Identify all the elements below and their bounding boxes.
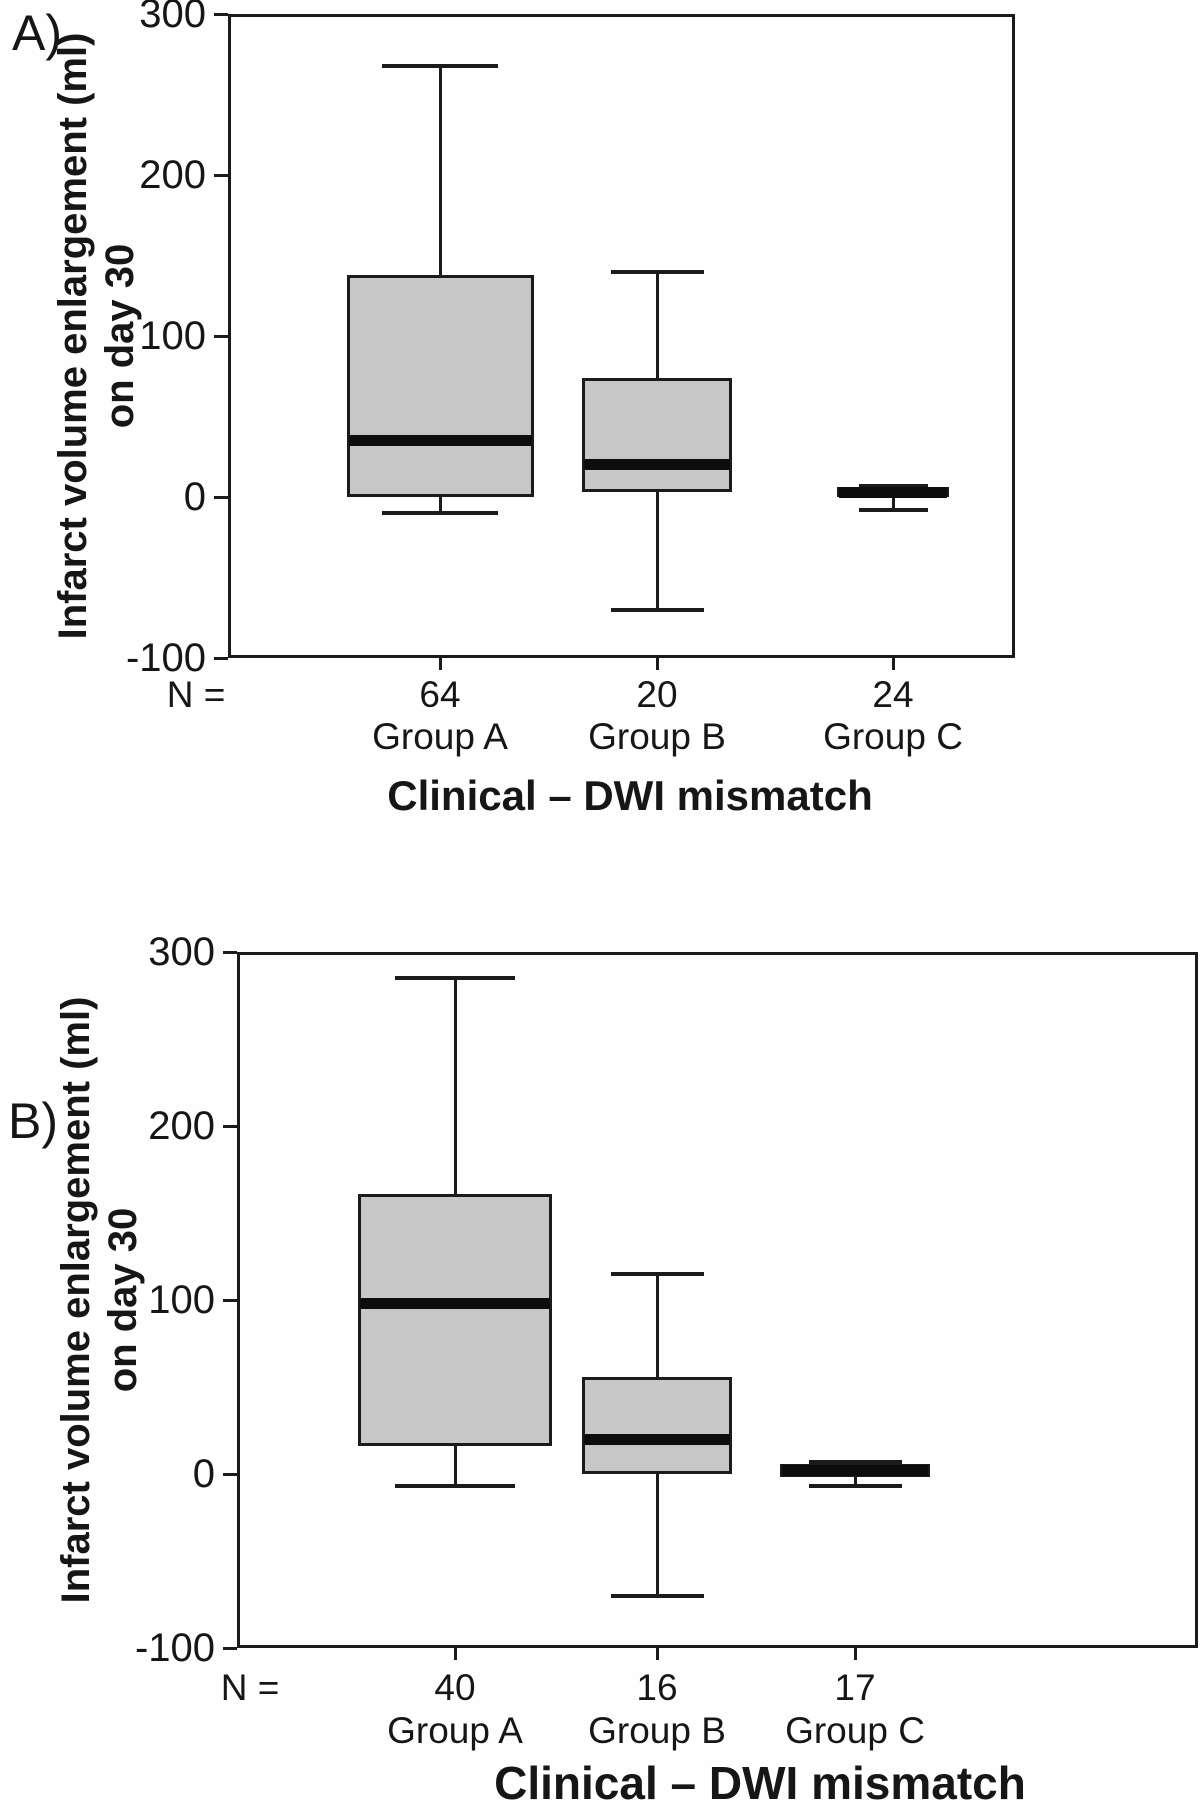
whisker-cap-lower (610, 607, 704, 612)
panel-a-x-axis-title: Clinical – DWI mismatch (387, 772, 873, 819)
whisker-stem-lower (655, 492, 659, 610)
y-tick-mark (214, 173, 228, 177)
whisker-stem-upper (438, 65, 442, 275)
y-tick-mark (223, 1298, 237, 1302)
y-tick-mark (223, 1646, 237, 1650)
panel-a-plot-area (228, 14, 1015, 658)
x-tick-mark (853, 1648, 857, 1660)
y-tick-mark (223, 1472, 237, 1476)
group-label: Group B (588, 1710, 726, 1751)
n-value: 20 (636, 674, 678, 715)
panel-a-n-prefix: N = (166, 674, 226, 715)
y-tick-mark (214, 495, 228, 499)
x-tick-mark (655, 1648, 659, 1660)
group-label: Group B (588, 716, 726, 757)
median-line (839, 486, 947, 498)
y-tick-label: -100 (125, 636, 206, 680)
n-value: 16 (636, 1667, 678, 1708)
y-tick-mark (214, 12, 228, 16)
box-iqr (582, 377, 732, 493)
y-tick-label: 100 (148, 1278, 215, 1322)
median-line (360, 1297, 550, 1309)
y-tick-mark (214, 656, 228, 660)
x-tick-mark (438, 658, 442, 670)
whisker-cap-lower (808, 1484, 902, 1489)
x-tick-mark (453, 1648, 457, 1660)
median-line (782, 1465, 928, 1477)
whisker-stem-lower (453, 1446, 457, 1487)
median-line (584, 1433, 730, 1445)
median-line (348, 435, 532, 447)
whisker-stem-lower (853, 1477, 857, 1487)
y-tick-mark (223, 1124, 237, 1128)
y-tick-mark (223, 950, 237, 954)
y-tick-label: 0 (192, 1452, 215, 1496)
y-tick-label: -100 (134, 1626, 215, 1670)
box-iqr (358, 1193, 552, 1447)
whisker-stem-upper (453, 978, 457, 1194)
whisker-stem-lower (655, 1474, 659, 1596)
panel-b-letter: B) (8, 1093, 58, 1149)
whisker-stem-upper (655, 271, 659, 378)
whisker-cap-upper (610, 1271, 704, 1276)
panel-a-letter: A) (12, 5, 62, 61)
whisker-stem-lower (438, 497, 442, 514)
group-label: Group C (823, 716, 963, 757)
whisker-cap-lower (610, 1593, 704, 1598)
group-label: Group A (372, 716, 508, 757)
whisker-cap-lower (382, 511, 498, 516)
whisker-stem-upper (655, 1273, 659, 1377)
x-tick-mark (655, 658, 659, 670)
whisker-cap-lower (395, 1484, 515, 1489)
whisker-cap-upper (808, 1459, 902, 1464)
whisker-cap-upper (382, 63, 498, 68)
whisker-cap-lower (858, 507, 928, 512)
whisker-stem-lower (891, 497, 895, 510)
n-value: 24 (872, 674, 914, 715)
y-tick-label: 0 (183, 475, 206, 519)
n-value: 40 (434, 1667, 476, 1708)
y-tick-label: 100 (139, 314, 206, 358)
y-tick-mark (214, 334, 228, 338)
group-label: Group A (387, 1710, 523, 1751)
n-value: 64 (419, 674, 461, 715)
panel-b-plot-area (237, 952, 1198, 1648)
y-tick-label: 200 (148, 1104, 215, 1148)
x-tick-mark (891, 658, 895, 670)
median-line (584, 459, 730, 471)
box-iqr (582, 1376, 732, 1474)
box-iqr (346, 274, 534, 497)
panel-b-n-prefix: N = (220, 1667, 280, 1708)
whisker-cap-upper (858, 483, 928, 488)
whisker-cap-upper (610, 269, 704, 274)
n-value: 17 (834, 1667, 876, 1708)
y-tick-label: 200 (139, 153, 206, 197)
y-tick-label: 300 (148, 930, 215, 974)
whisker-cap-upper (395, 976, 515, 981)
group-label: Group C (785, 1710, 925, 1751)
y-tick-label: 300 (139, 0, 206, 36)
panel-b-x-axis-title: Clinical – DWI mismatch (494, 1757, 1026, 1809)
